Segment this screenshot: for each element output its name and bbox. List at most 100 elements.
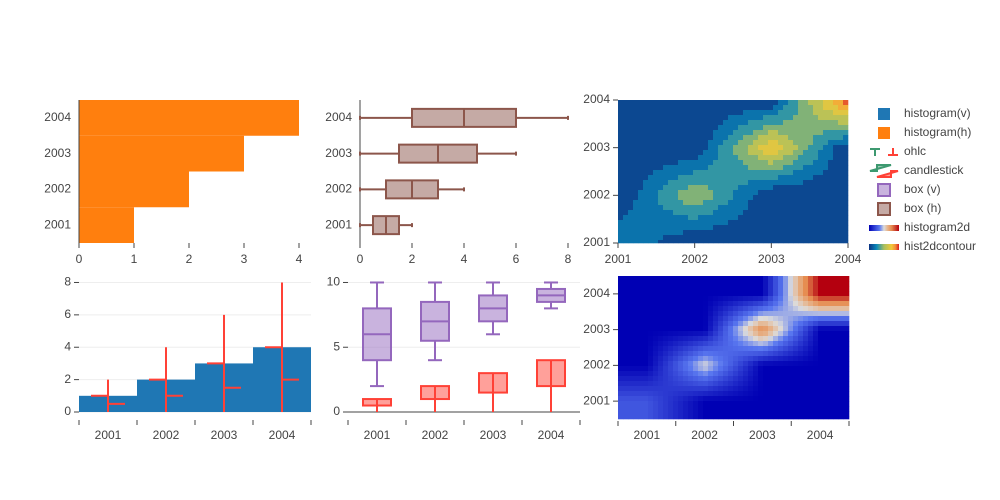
contour-cell bbox=[788, 115, 794, 121]
contour-cell bbox=[678, 195, 684, 201]
heatmap-cell bbox=[698, 276, 704, 282]
contour-cell bbox=[758, 200, 764, 206]
contour-cell bbox=[748, 230, 754, 236]
heatmap-cell bbox=[718, 391, 724, 397]
heatmap-cell bbox=[758, 281, 764, 287]
contour-cell bbox=[763, 120, 769, 126]
contour-cell bbox=[673, 195, 679, 201]
contour-cell bbox=[793, 145, 799, 151]
contour-cell bbox=[833, 180, 839, 186]
contour-cell bbox=[718, 145, 724, 151]
heatmap-cell bbox=[758, 336, 764, 342]
contour-cell bbox=[828, 205, 834, 211]
heatmap-cell bbox=[678, 371, 684, 377]
heatmap-cell bbox=[663, 281, 669, 287]
heatmap-cell bbox=[673, 281, 679, 287]
contour-cell bbox=[768, 195, 774, 201]
heatmap-cell bbox=[743, 336, 749, 342]
heatmap-cell bbox=[798, 291, 804, 297]
contour-cell bbox=[628, 175, 634, 181]
contour-cell bbox=[763, 140, 769, 146]
contour-cell bbox=[773, 200, 779, 206]
contour-cell bbox=[818, 240, 824, 244]
heatmap-cell bbox=[848, 371, 850, 377]
contour-cell bbox=[653, 235, 659, 241]
contour-cell bbox=[823, 125, 829, 131]
heatmap-cell bbox=[773, 306, 779, 312]
heatmap-cell bbox=[743, 406, 749, 412]
heatmap-cell bbox=[628, 296, 634, 302]
heatmap-cell bbox=[718, 406, 724, 412]
contour-cell bbox=[643, 225, 649, 231]
contour-cell bbox=[728, 235, 734, 241]
contour-cell bbox=[628, 105, 634, 111]
contour-cell bbox=[618, 155, 624, 161]
contour-cell bbox=[698, 110, 704, 116]
contour-cell bbox=[778, 175, 784, 181]
x-tick-label: 2 bbox=[409, 252, 416, 266]
heatmap-cell bbox=[823, 376, 829, 382]
heatmap-cell bbox=[808, 321, 814, 327]
contour-cell bbox=[783, 110, 789, 116]
heatmap-cell bbox=[763, 361, 769, 367]
heatmap-cell bbox=[818, 306, 824, 312]
heatmap-cell bbox=[803, 406, 809, 412]
heatmap-cell bbox=[783, 351, 789, 357]
heatmap-cell bbox=[718, 411, 724, 417]
contour-cell bbox=[828, 230, 834, 236]
contour-cell bbox=[803, 115, 809, 121]
contour-cell bbox=[783, 130, 789, 136]
contour-cell bbox=[638, 105, 644, 111]
contour-cell bbox=[843, 225, 849, 231]
heatmap-cell bbox=[778, 341, 784, 347]
contour-cell bbox=[768, 230, 774, 236]
contour-cell bbox=[743, 175, 749, 181]
heatmap-cell bbox=[728, 276, 734, 282]
contour-cell bbox=[618, 170, 624, 176]
heatmap-cell bbox=[798, 296, 804, 302]
contour-cell bbox=[638, 180, 644, 186]
heatmap-cell bbox=[788, 291, 794, 297]
contour-cell bbox=[718, 180, 724, 186]
heatmap-cell bbox=[808, 276, 814, 282]
heatmap-cell bbox=[768, 361, 774, 367]
heatmap-cell bbox=[728, 286, 734, 292]
heatmap-cell bbox=[703, 276, 709, 282]
heatmap-cell bbox=[738, 341, 744, 347]
contour-cell bbox=[783, 200, 789, 206]
x-tick-label: 2001 bbox=[634, 428, 661, 442]
contour-cell bbox=[653, 135, 659, 141]
contour-cell bbox=[688, 155, 694, 161]
contour-cell bbox=[723, 180, 729, 186]
heatmap-cell bbox=[753, 416, 759, 420]
heatmap-cell bbox=[833, 291, 839, 297]
heatmap-cell bbox=[773, 331, 779, 337]
heatmap-cell bbox=[688, 301, 694, 307]
heatmap-cell bbox=[848, 346, 850, 352]
heatmap-cell bbox=[678, 381, 684, 387]
contour-cell bbox=[678, 235, 684, 241]
contour-cell bbox=[793, 115, 799, 121]
heatmap-cell bbox=[763, 416, 769, 420]
contour-cell bbox=[763, 170, 769, 176]
heatmap-cell bbox=[658, 341, 664, 347]
contour-cell bbox=[723, 170, 729, 176]
heatmap-cell bbox=[653, 356, 659, 362]
heatmap-cell bbox=[813, 326, 819, 332]
heatmap-cell bbox=[688, 406, 694, 412]
contour-cell bbox=[818, 215, 824, 221]
heatmap-cell bbox=[693, 361, 699, 367]
contour-cell bbox=[718, 235, 724, 241]
heatmap-cell bbox=[703, 296, 709, 302]
y-tick-label: 2003 bbox=[325, 146, 352, 160]
heatmap-cell bbox=[703, 401, 709, 407]
heatmap-cell bbox=[748, 276, 754, 282]
contour-cell bbox=[798, 130, 804, 136]
heatmap-cell bbox=[778, 351, 784, 357]
heatmap-cell bbox=[753, 296, 759, 302]
heatmap-cell bbox=[618, 316, 624, 322]
heatmap-cell bbox=[708, 306, 714, 312]
contour-cell bbox=[813, 135, 819, 141]
heatmap-cell bbox=[718, 301, 724, 307]
contour-cell bbox=[618, 165, 624, 171]
